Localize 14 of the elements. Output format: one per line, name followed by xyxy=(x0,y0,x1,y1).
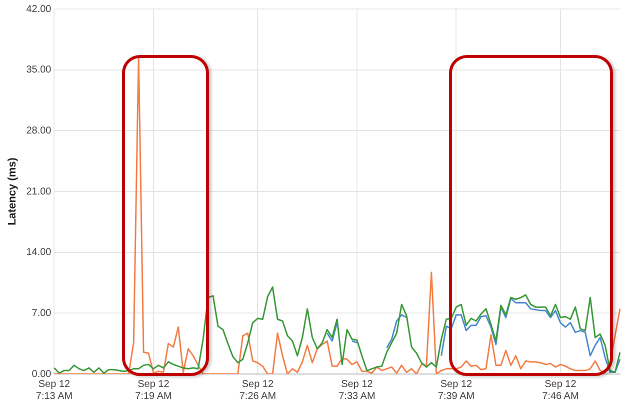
y-tick-label: 42.00 xyxy=(26,4,52,15)
x-tick-label: Sep 12 7:19 AM xyxy=(135,378,172,402)
y-tick-label: 0.00 xyxy=(32,368,52,380)
y-tick-label: 28.00 xyxy=(26,125,52,136)
x-tick-label: Sep 12 7:26 AM xyxy=(239,378,276,402)
x-tick-label: Sep 12 7:46 AM xyxy=(542,378,579,402)
y-tick-label: 14.00 xyxy=(26,247,52,258)
y-tick-label: 21.00 xyxy=(26,186,52,198)
x-tick-label: Sep 12 7:39 AM xyxy=(438,378,475,402)
y-tick-label: 35.00 xyxy=(26,64,52,76)
y-tick-label: 7.00 xyxy=(32,308,52,319)
x-tick-label: Sep 12 7:13 AM xyxy=(36,378,73,402)
y-axis-title: Latency (ms) xyxy=(6,157,19,226)
x-tick-label: Sep 12 7:33 AM xyxy=(338,378,376,402)
